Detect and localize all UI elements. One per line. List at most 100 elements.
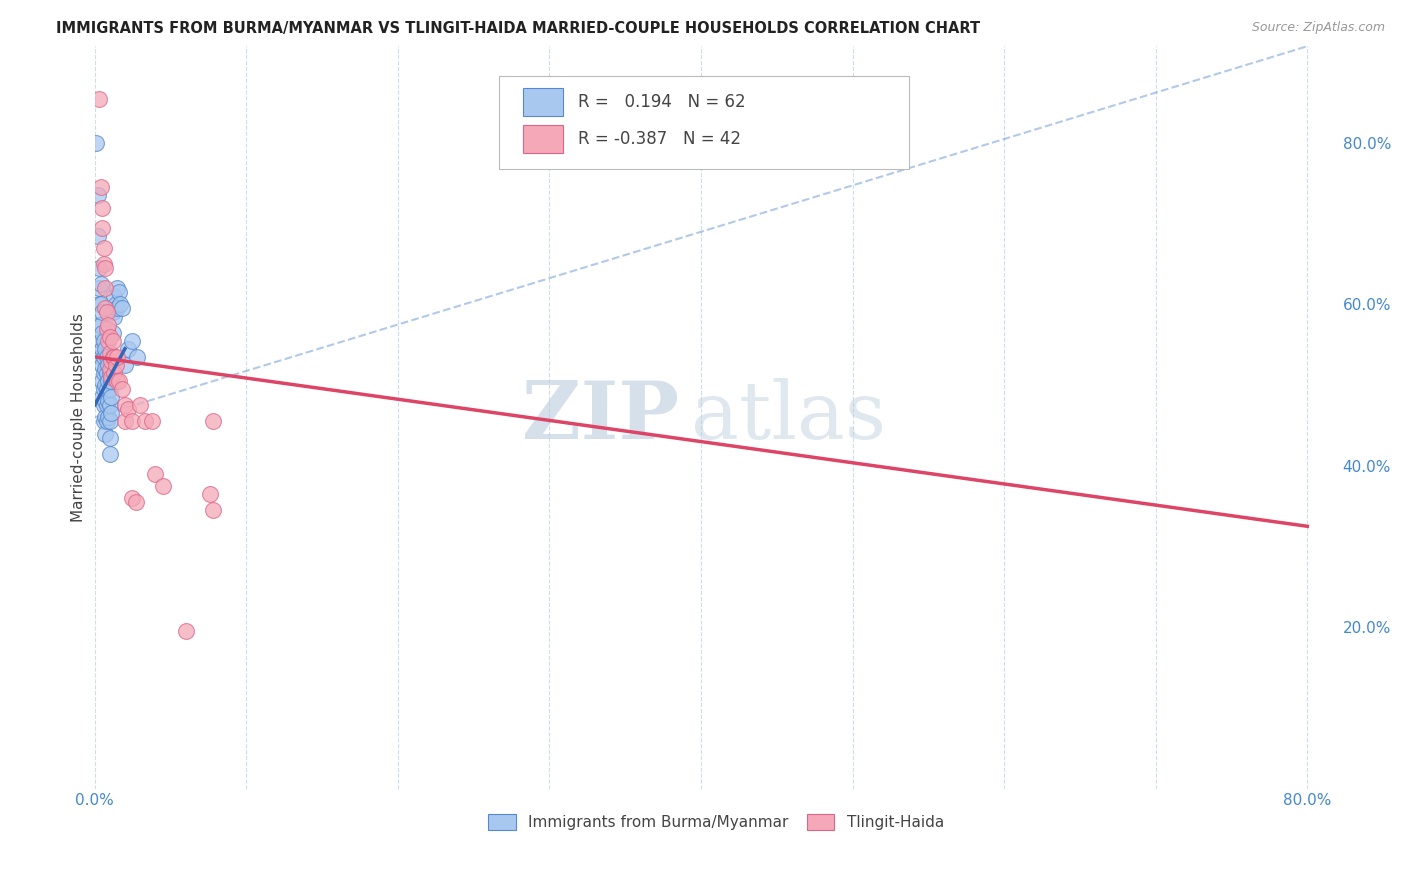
Point: [97, 394, 120, 409]
Point: [94, 394, 117, 409]
Point: [97, 410, 120, 425]
Point: [93, 398, 115, 412]
Point: [84, 136, 107, 150]
Point: [100, 370, 122, 384]
Point: [96, 398, 118, 412]
Point: [101, 305, 124, 319]
Point: [91, 358, 114, 372]
Point: [87, 261, 110, 276]
Point: [98, 447, 121, 461]
Point: [96, 414, 118, 428]
Point: [104, 358, 127, 372]
Point: [93, 241, 115, 255]
Point: [94, 281, 117, 295]
Text: Source: ZipAtlas.com: Source: ZipAtlas.com: [1251, 21, 1385, 34]
Point: [110, 297, 132, 311]
Point: [96, 382, 118, 396]
Point: [103, 366, 125, 380]
Point: [101, 350, 124, 364]
Point: [117, 342, 139, 356]
Point: [90, 318, 112, 332]
Point: [94, 362, 117, 376]
Point: [98, 329, 121, 343]
Point: [97, 374, 120, 388]
Point: [87, 318, 110, 332]
Point: [98, 398, 121, 412]
Point: [93, 382, 115, 396]
Text: ZIP: ZIP: [522, 378, 679, 457]
Point: [143, 467, 166, 481]
Point: [87, 297, 110, 311]
Point: [91, 220, 114, 235]
Text: R = -0.387   N = 42: R = -0.387 N = 42: [578, 130, 741, 148]
Point: [93, 366, 115, 380]
Point: [111, 382, 134, 396]
Legend: Immigrants from Burma/Myanmar, Tlingit-Haida: Immigrants from Burma/Myanmar, Tlingit-H…: [482, 807, 950, 837]
Point: [114, 398, 136, 412]
Point: [114, 358, 136, 372]
Point: [97, 334, 120, 348]
Point: [108, 374, 131, 388]
Point: [101, 334, 124, 348]
Point: [90, 297, 112, 311]
Point: [100, 374, 122, 388]
Point: [141, 414, 163, 428]
Point: [94, 426, 117, 441]
Point: [100, 354, 122, 368]
Point: [96, 305, 118, 319]
Point: [87, 92, 110, 106]
Point: [111, 301, 134, 316]
Point: [90, 334, 112, 348]
Text: R =   0.194   N = 62: R = 0.194 N = 62: [578, 93, 745, 111]
FancyBboxPatch shape: [499, 76, 908, 169]
Point: [104, 297, 127, 311]
Point: [90, 277, 112, 292]
Point: [103, 350, 125, 364]
Text: IMMIGRANTS FROM BURMA/MYANMAR VS TLINGIT-HAIDA MARRIED-COUPLE HOUSEHOLDS CORRELA: IMMIGRANTS FROM BURMA/MYANMAR VS TLINGIT…: [56, 21, 980, 36]
Point: [125, 350, 148, 364]
Point: [91, 374, 114, 388]
Point: [93, 334, 115, 348]
Point: [121, 491, 143, 505]
Point: [97, 318, 120, 332]
Point: [96, 366, 118, 380]
Point: [134, 414, 156, 428]
FancyBboxPatch shape: [523, 125, 564, 153]
Point: [91, 342, 114, 356]
Point: [94, 301, 117, 316]
Point: [97, 358, 120, 372]
Point: [174, 624, 197, 639]
Point: [86, 228, 108, 243]
Point: [98, 414, 121, 428]
Point: [94, 261, 117, 276]
Point: [87, 281, 110, 295]
Point: [98, 362, 121, 376]
Point: [96, 321, 118, 335]
Point: [201, 503, 224, 517]
Point: [98, 431, 121, 445]
Point: [121, 334, 143, 348]
Point: [100, 390, 122, 404]
Point: [103, 310, 125, 324]
Point: [114, 414, 136, 428]
Point: [93, 257, 115, 271]
Point: [91, 326, 114, 340]
Point: [98, 382, 121, 396]
Point: [105, 301, 128, 316]
Point: [93, 414, 115, 428]
Point: [198, 487, 221, 501]
Point: [91, 390, 114, 404]
Point: [91, 201, 114, 215]
FancyBboxPatch shape: [523, 87, 564, 116]
Point: [121, 414, 143, 428]
Point: [152, 479, 174, 493]
Point: [98, 366, 121, 380]
Point: [94, 410, 117, 425]
Point: [103, 289, 125, 303]
Point: [98, 346, 121, 360]
Text: atlas: atlas: [692, 378, 886, 457]
Point: [100, 406, 122, 420]
Point: [105, 350, 128, 364]
Point: [105, 374, 128, 388]
Point: [86, 188, 108, 202]
